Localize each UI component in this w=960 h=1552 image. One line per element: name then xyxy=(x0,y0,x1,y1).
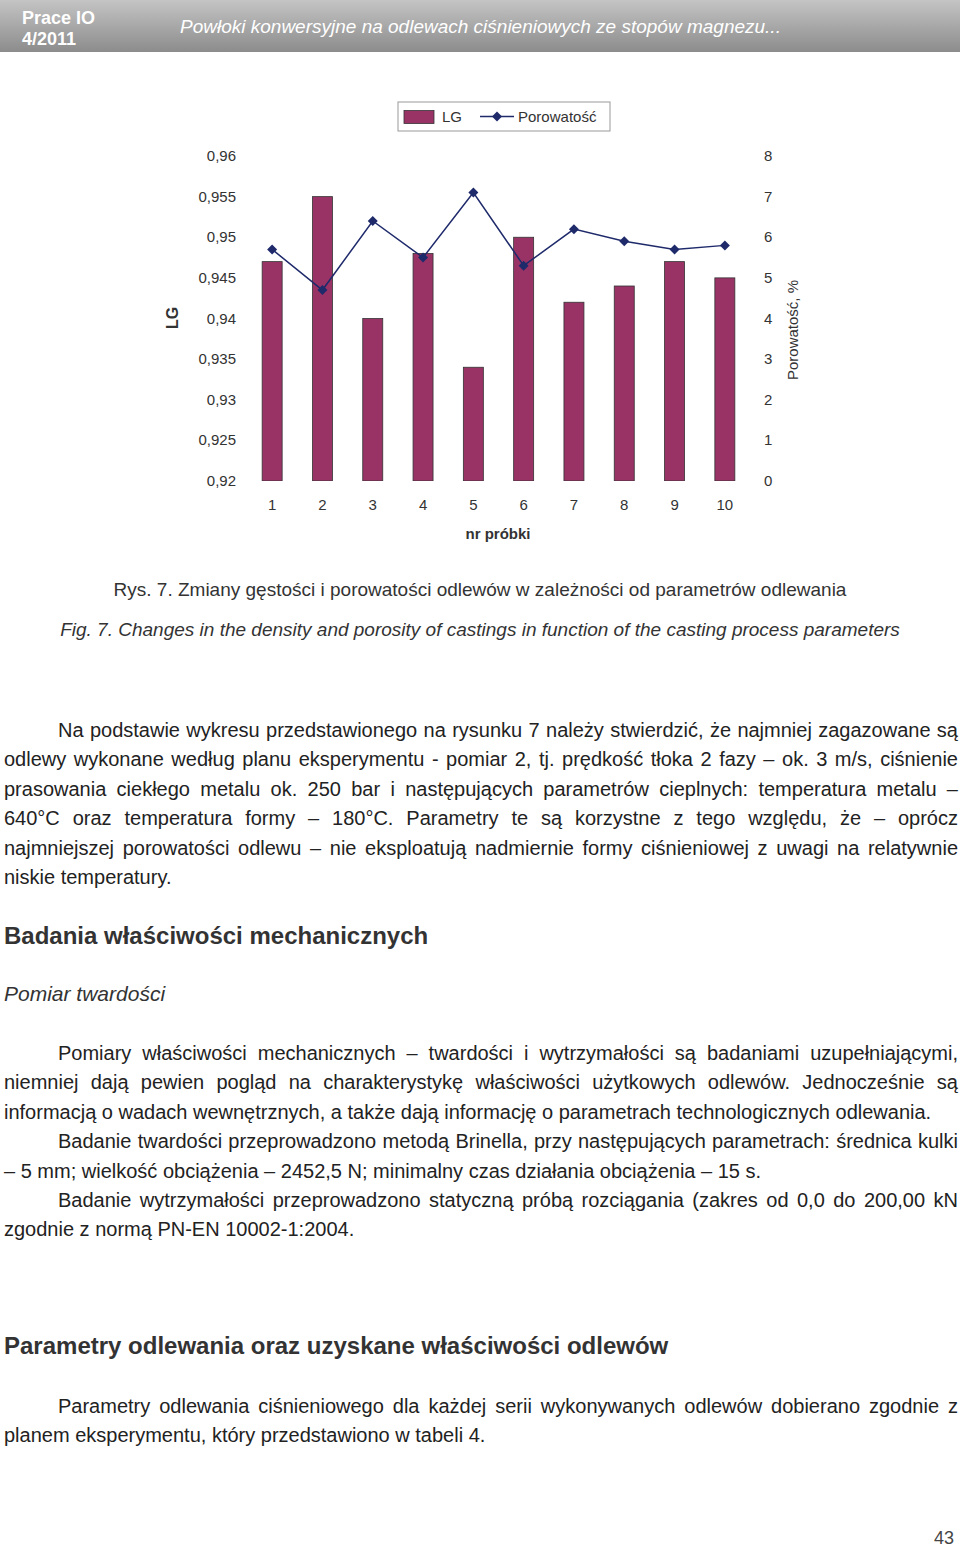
bar xyxy=(262,262,282,481)
bar xyxy=(363,319,383,482)
text-block: Na podstawie wykresu przedstawionego na … xyxy=(4,716,958,892)
plot-marks xyxy=(262,188,735,481)
legend-swatch xyxy=(404,111,434,124)
x-tick-label: 1 xyxy=(268,496,276,513)
x-tick-label: 4 xyxy=(419,496,427,513)
paragraph: Badanie wytrzymałości przeprowadzono sta… xyxy=(4,1186,958,1245)
paragraph: Na podstawie wykresu przedstawionego na … xyxy=(4,716,958,892)
line xyxy=(272,193,725,291)
y-tick-label: 0,945 xyxy=(198,269,236,286)
x-tick-label: 10 xyxy=(717,496,734,513)
y2-tick-label: 6 xyxy=(764,228,772,245)
y2-tick-label: 8 xyxy=(764,147,772,164)
journal: Prace IO xyxy=(22,8,95,28)
x-tick-label: 7 xyxy=(570,496,578,513)
y-tick-label: 0,925 xyxy=(198,431,236,448)
y2-tick-label: 5 xyxy=(764,269,772,286)
subsection-heading: Pomiar twardości xyxy=(4,982,165,1006)
text-block: Parametry odlewania ciśnieniowego dla ka… xyxy=(4,1392,958,1451)
y-tick-label: 0,935 xyxy=(198,350,236,367)
marker xyxy=(720,240,730,250)
bar xyxy=(715,278,735,481)
marker xyxy=(317,285,327,295)
y2-tick-label: 3 xyxy=(764,350,772,367)
y2-axis-label: Porowatość, % xyxy=(784,280,801,380)
paragraph: Parametry odlewania ciśnieniowego dla ka… xyxy=(4,1392,958,1451)
y2-tick-label: 1 xyxy=(764,431,772,448)
legend-label: LG xyxy=(442,108,462,125)
y-tick-label: 0,92 xyxy=(207,472,236,489)
page-number: 43 xyxy=(934,1528,954,1549)
legend-label: Porowatość xyxy=(518,108,597,125)
paragraph: Pomiary właściwości mechanicznych – twar… xyxy=(4,1039,958,1127)
bar xyxy=(463,367,483,481)
x-tick-label: 6 xyxy=(519,496,527,513)
marker xyxy=(619,236,629,246)
legend: LG Porowatość xyxy=(398,102,610,131)
marker xyxy=(569,224,579,234)
bar xyxy=(312,197,332,481)
x-tick-label: 8 xyxy=(620,496,628,513)
caption-en: Fig. 7. Changes in the density and poros… xyxy=(30,616,930,643)
marker xyxy=(418,253,428,263)
x-axis-label: nr próbki xyxy=(465,525,530,542)
y-tick-label: 0,93 xyxy=(207,391,236,408)
y-tick-label: 0,95 xyxy=(207,228,236,245)
x-tick-label: 5 xyxy=(469,496,477,513)
x-tick-label: 9 xyxy=(670,496,678,513)
running-title: Powłoki konwersyjne na odlewach ciśnieni… xyxy=(180,16,781,37)
marker xyxy=(267,244,277,254)
y-tick-label: 0,94 xyxy=(207,310,236,327)
paragraph: Badanie twardości przeprowadzono metodą … xyxy=(4,1127,958,1186)
marker xyxy=(468,188,478,198)
legend-box xyxy=(398,102,610,131)
x-tick-label: 3 xyxy=(369,496,377,513)
text-block: Pomiary właściwości mechanicznych – twar… xyxy=(4,1039,958,1245)
legend-marker xyxy=(492,112,502,122)
marker xyxy=(670,244,680,254)
x-tick-label: 2 xyxy=(318,496,326,513)
caption-pl: Rys. 7. Zmiany gęstości i porowatości od… xyxy=(30,576,930,603)
section-heading: Badania właściwości mechanicznych xyxy=(4,922,428,950)
y2-tick-label: 7 xyxy=(764,188,772,205)
bar xyxy=(564,302,584,481)
y2-tick-label: 0 xyxy=(764,472,772,489)
figure: Prace IO4/2011 Powłoki konwersyjne na odl… xyxy=(0,0,960,560)
marker xyxy=(519,261,529,271)
y2-tick-label: 4 xyxy=(764,310,772,327)
issue: 4/2011 xyxy=(22,29,76,49)
bar xyxy=(514,237,534,481)
bar xyxy=(614,286,634,481)
y-axis-label: LG xyxy=(164,307,181,329)
y-tick-label: 0,96 xyxy=(207,147,236,164)
header-bar xyxy=(0,0,960,52)
y2-tick-label: 2 xyxy=(764,391,772,408)
section-heading: Parametry odlewania oraz uzyskane właści… xyxy=(4,1332,668,1360)
bar xyxy=(413,254,433,482)
bar xyxy=(665,262,685,481)
marker xyxy=(368,216,378,226)
y-tick-label: 0,955 xyxy=(198,188,236,205)
